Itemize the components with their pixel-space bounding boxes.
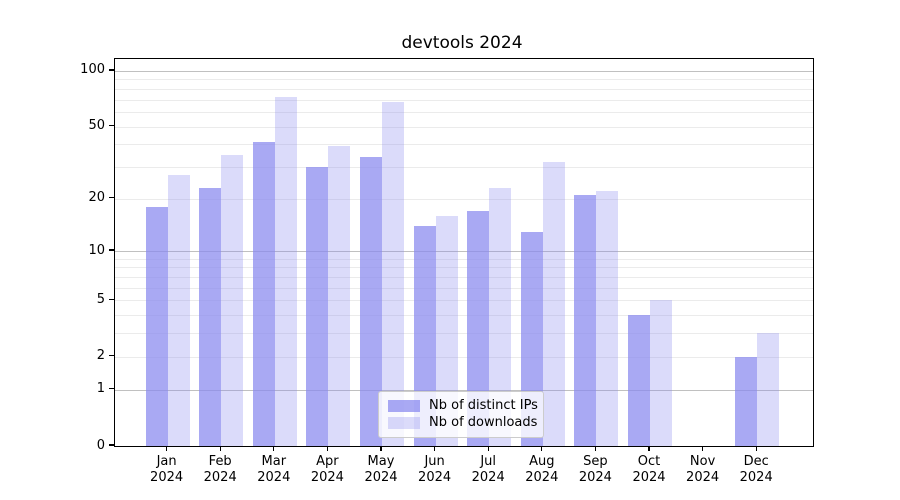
bar-downloads-mar <box>274 97 297 446</box>
bar-distinct-ips-feb <box>199 187 222 446</box>
x-tick-jan <box>165 446 168 451</box>
y-tick-20 <box>109 196 114 199</box>
gridline-y-8 <box>115 267 813 269</box>
bar-distinct-ips-jul <box>467 211 490 446</box>
bar-downloads-apr <box>328 146 351 446</box>
gridline-y-70 <box>115 99 813 101</box>
gridline-y-3 <box>115 333 813 335</box>
y-tick-label-5: 5 <box>96 291 105 307</box>
gridline-y-60 <box>115 111 813 113</box>
bar-downloads-oct <box>650 300 672 446</box>
bar-downloads-sep <box>596 191 619 446</box>
legend-label-distinct-ips: Nb of distinct IPs <box>429 398 538 413</box>
x-tick-label-dec: Dec 2024 <box>739 454 773 485</box>
bar-distinct-ips-may <box>360 157 382 446</box>
bar-downloads-feb <box>221 154 244 446</box>
gridline-y-100 <box>115 70 813 72</box>
bar-distinct-ips-oct <box>628 315 650 446</box>
x-tick-label-apr: Apr 2024 <box>310 454 344 485</box>
x-tick-apr <box>326 446 329 451</box>
bar-distinct-ips-jan <box>145 206 168 446</box>
x-tick-label-oct: Oct 2024 <box>632 454 666 485</box>
x-tick-label-sep: Sep 2024 <box>578 454 612 485</box>
gridline-y-6 <box>115 287 813 289</box>
x-tick-oct <box>648 446 650 451</box>
gridline-y-1 <box>115 389 813 391</box>
x-tick-label-jul: Jul 2024 <box>471 454 505 485</box>
bar-distinct-ips-sep <box>574 194 597 446</box>
y-tick-100 <box>109 69 114 71</box>
bar-downloads-aug <box>542 161 565 446</box>
bar-downloads-may <box>382 102 404 446</box>
y-tick-5 <box>109 298 114 301</box>
y-tick-label-2: 2 <box>96 348 105 364</box>
y-tick-label-50: 50 <box>88 118 105 133</box>
legend-swatch-distinct-ips <box>388 399 420 412</box>
y-tick-50 <box>109 124 114 127</box>
y-tick-label-1: 1 <box>96 381 105 397</box>
gridline-y-7 <box>115 277 813 279</box>
x-tick-may <box>380 446 382 451</box>
y-tick-0 <box>109 444 114 446</box>
x-tick-label-jun: Jun 2024 <box>418 454 452 485</box>
y-tick-1 <box>109 387 114 390</box>
y-tick-2 <box>109 355 114 357</box>
bar-downloads-jul <box>489 187 512 446</box>
x-tick-dec <box>755 446 757 451</box>
y-tick-label-0: 0 <box>96 437 105 453</box>
x-tick-label-may: May 2024 <box>364 454 398 485</box>
legend-item-downloads: Nb of downloads <box>388 414 538 431</box>
x-tick-jul <box>487 446 489 451</box>
x-tick-label-jan: Jan 2024 <box>150 454 184 485</box>
gridline-y-5 <box>115 300 813 302</box>
gridline-y-2 <box>115 356 813 358</box>
x-tick-label-aug: Aug 2024 <box>525 454 559 485</box>
bar-distinct-ips-mar <box>252 142 275 446</box>
gridline-y-90 <box>115 79 813 81</box>
x-tick-feb <box>219 446 221 451</box>
x-tick-label-mar: Mar 2024 <box>257 454 291 485</box>
bar-downloads-jan <box>167 175 190 446</box>
gridline-y-4 <box>115 315 813 317</box>
x-tick-label-feb: Feb 2024 <box>203 454 237 485</box>
bar-distinct-ips-apr <box>306 167 329 446</box>
x-tick-nov <box>701 446 704 451</box>
x-tick-aug <box>541 446 543 451</box>
x-tick-jun <box>433 446 436 451</box>
bar-downloads-jun <box>435 215 458 446</box>
x-tick-label-nov: Nov 2024 <box>686 454 720 485</box>
legend: Nb of distinct IPs Nb of downloads <box>378 391 544 438</box>
legend-item-distinct-ips: Nb of distinct IPs <box>388 397 538 414</box>
plot-area <box>114 58 814 447</box>
y-tick-label-20: 20 <box>88 190 105 206</box>
gridline-y-30 <box>115 166 813 168</box>
gridline-y-40 <box>115 144 813 146</box>
gridline-y-10 <box>115 251 813 253</box>
gridline-y-80 <box>115 88 813 90</box>
gridline-y-50 <box>115 126 813 128</box>
y-tick-10 <box>109 249 114 251</box>
y-tick-label-100: 100 <box>80 62 105 78</box>
x-tick-mar <box>273 446 275 451</box>
legend-swatch-downloads <box>388 416 420 429</box>
y-tick-label-10: 10 <box>88 242 105 258</box>
gridline-y-9 <box>115 258 813 260</box>
bar-distinct-ips-dec <box>735 356 758 446</box>
x-tick-sep <box>594 446 597 451</box>
chart-title: devtools 2024 <box>401 33 523 53</box>
gridline-y-20 <box>115 198 813 200</box>
bar-downloads-dec <box>757 333 780 446</box>
legend-label-downloads: Nb of downloads <box>429 415 538 430</box>
